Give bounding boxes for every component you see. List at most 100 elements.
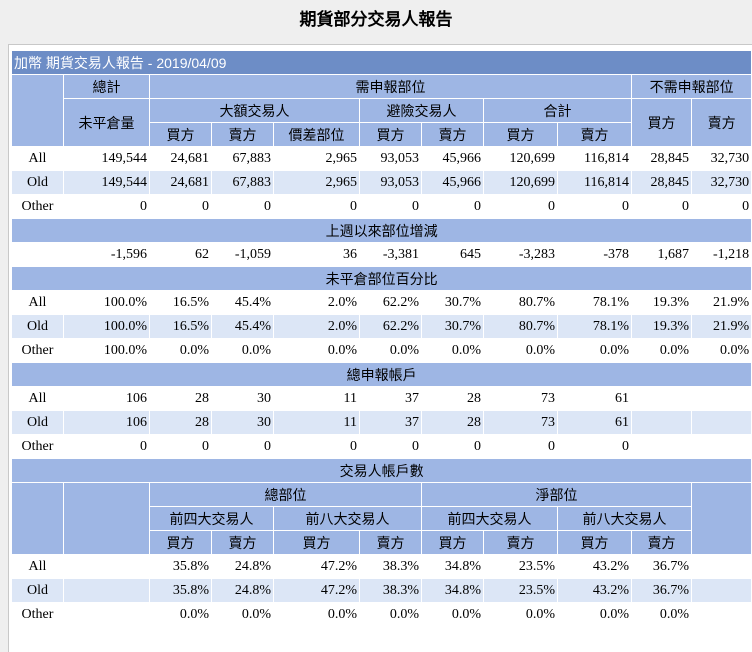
header-sum: 合計 — [483, 98, 632, 123]
concentration-section-header: 交易人帳戶數 — [10, 458, 752, 483]
table-cell: 93,053 — [359, 146, 422, 171]
table-cell: 28 — [421, 410, 484, 435]
blank-cell — [63, 554, 150, 579]
table-cell: 116,814 — [557, 146, 632, 171]
header-n8-sell: 賣方 — [631, 530, 692, 555]
header-nonrep-sell: 賣方 — [690, 98, 752, 147]
table-cell: 32,730 — [690, 170, 752, 195]
table-cell: 62 — [149, 242, 212, 267]
table-cell: 61 — [557, 410, 632, 435]
table-cell: 0 — [359, 434, 422, 459]
table-cell: 0.0% — [211, 338, 274, 363]
table-cell: 0.0% — [421, 602, 484, 627]
table-cell: 45,966 — [421, 170, 484, 195]
table-cell: 149,544 — [63, 146, 150, 171]
table-cell: 37 — [359, 386, 422, 411]
header-net: 淨部位 — [421, 482, 692, 507]
table-cell: 43.2% — [557, 554, 632, 579]
table-cell: 0 — [211, 194, 274, 219]
table-cell: 0.0% — [211, 602, 274, 627]
table-cell: 0.0% — [631, 602, 692, 627]
header-reportable: 需申報部位 — [149, 74, 632, 99]
table-cell: 34.8% — [421, 554, 484, 579]
row-label: Old — [11, 578, 64, 603]
table-cell: 0 — [690, 194, 752, 219]
header-g8-sell: 賣方 — [359, 530, 422, 555]
table-cell: 28 — [421, 386, 484, 411]
header-nonreportable: 不需申報部位 — [630, 74, 752, 99]
blank-cell — [690, 602, 752, 627]
table-cell: 28 — [149, 386, 212, 411]
header-total: 總計 — [63, 74, 150, 99]
header-hedge-buy: 買方 — [359, 122, 422, 147]
table-cell: 0.0% — [557, 602, 632, 627]
table-cell: 0.0% — [273, 602, 360, 627]
header-g4-buy: 買方 — [149, 530, 212, 555]
table-cell: 23.5% — [483, 578, 558, 603]
table-cell: 2,965 — [273, 170, 360, 195]
header-large-traders: 大額交易人 — [149, 98, 360, 123]
table-cell: 45.4% — [211, 290, 274, 315]
table-cell: 30 — [211, 386, 274, 411]
table-cell: 16.5% — [149, 290, 212, 315]
table-row: Other 0.0% 0.0% 0.0% 0.0% 0.0% 0.0% 0.0% 0.0% — [11, 602, 752, 627]
table-cell: 0.0% — [273, 338, 360, 363]
blank-cell — [63, 602, 150, 627]
table-cell: 120,699 — [483, 170, 558, 195]
table-cell — [631, 434, 692, 459]
table-cell: 67,883 — [211, 146, 274, 171]
table-row: Old 149,544 24,681 67,883 2,965 93,053 45,966 1… — [11, 170, 752, 195]
table-cell: 0 — [63, 194, 150, 219]
header-open-interest: 未平倉量 — [63, 98, 150, 147]
table-cell: 34.8% — [421, 578, 484, 603]
table-cell: 47.2% — [273, 554, 360, 579]
table-cell: 45.4% — [211, 314, 274, 339]
table-cell: 32,730 — [690, 146, 752, 171]
table-cell: 0.0% — [149, 338, 212, 363]
table-cell: 28 — [149, 410, 212, 435]
header-g4-sell: 賣方 — [211, 530, 274, 555]
table-cell: 0.0% — [359, 602, 422, 627]
table-cell: 80.7% — [483, 290, 558, 315]
row-label: All — [11, 554, 64, 579]
table-cell: 0 — [273, 194, 360, 219]
table-cell: 24,681 — [149, 170, 212, 195]
table-cell: 37 — [359, 410, 422, 435]
header-spread: 價差部位 — [273, 122, 360, 147]
header-gross-top8: 前八大交易人 — [273, 506, 422, 531]
header-net-top4: 前四大交易人 — [421, 506, 558, 531]
table-cell: 11 — [273, 386, 360, 411]
accounts-section: All 106 28 30 11 37 28 73 61 Old 106 28 30 11 37 28 73 61… — [11, 386, 752, 459]
table-cell: 38.3% — [359, 554, 422, 579]
table-cell: 0 — [211, 434, 274, 459]
table-cell: 16.5% — [149, 314, 212, 339]
table-cell: 24.8% — [211, 578, 274, 603]
table-cell: -1,596 — [63, 242, 150, 267]
table-cell: 35.8% — [149, 554, 212, 579]
table-cell: 0 — [557, 434, 632, 459]
table-cell: 73 — [483, 410, 558, 435]
table-cell: 0.0% — [359, 338, 422, 363]
table-cell: 0 — [631, 194, 692, 219]
header-sum-buy: 買方 — [483, 122, 558, 147]
table-row: All 106 28 30 11 37 28 73 61 — [11, 386, 752, 411]
row-label: Other — [11, 434, 64, 459]
percent-section-header: 未平倉部位百分比 — [10, 266, 752, 291]
table-cell: 30.7% — [421, 314, 484, 339]
blank-cell — [690, 554, 752, 579]
blank-cell — [63, 578, 150, 603]
row-label: All — [11, 146, 64, 171]
table-cell: 30.7% — [421, 290, 484, 315]
header-nonrep-buy: 買方 — [631, 98, 692, 147]
table-cell: 19.3% — [631, 290, 692, 315]
table-cell: 30 — [211, 410, 274, 435]
table-cell: 21.9% — [690, 290, 752, 315]
table-cell: 0 — [483, 434, 558, 459]
header-hedgers: 避險交易人 — [359, 98, 484, 123]
traders-report-table: 加幣 期貨交易人報告 - 2019/04/09 總計 需申報部位 不需申報部位 … — [10, 50, 752, 627]
table-row: All 100.0% 16.5% 45.4% 2.0% 62.2% 30.7% 80.7% 78… — [11, 290, 752, 315]
table-row: Old 100.0% 16.5% 45.4% 2.0% 62.2% 30.7% 80.7% 78… — [11, 314, 752, 339]
table-cell: 106 — [63, 386, 150, 411]
table-cell: 120,699 — [483, 146, 558, 171]
table-cell: 43.2% — [557, 578, 632, 603]
